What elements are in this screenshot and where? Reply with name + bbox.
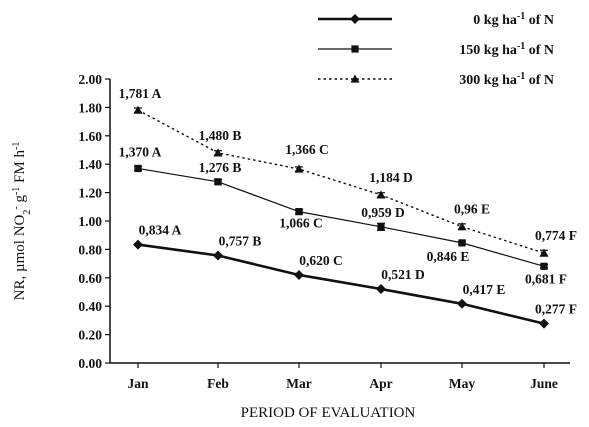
series-line xyxy=(137,109,545,254)
data-label: 1,184 D xyxy=(369,170,413,185)
legend-label: 150 kg ha-1 of N xyxy=(459,41,554,59)
data-point xyxy=(133,105,143,114)
data-label: 1,276 B xyxy=(199,160,242,175)
data-label: 0,834 A xyxy=(139,223,182,238)
x-tick-label: Feb xyxy=(207,376,229,391)
data-label: 0,277 F xyxy=(535,302,577,317)
legend-item-1: 0 kg ha-1 of N xyxy=(318,11,554,29)
data-label: 1,366 C xyxy=(285,142,329,157)
data-point xyxy=(213,250,223,261)
series-2 xyxy=(134,164,548,270)
legend-item-3: 300 kg ha-1 of N xyxy=(318,71,554,89)
data-point xyxy=(376,190,386,199)
series-line xyxy=(137,243,545,325)
data-label: 0,959 D xyxy=(361,205,405,220)
legend-label: 300 kg ha-1 of N xyxy=(459,71,554,89)
y-axis-title: NR, µmol NO2- g-1 FM h-1 xyxy=(11,142,33,301)
legend: 0 kg ha-1 of N 150 kg ha-1 of N 300 kg ha-… xyxy=(318,11,554,89)
data-label: 0,774 F xyxy=(535,228,577,243)
x-tick-label: June xyxy=(530,376,558,391)
data-point xyxy=(457,222,467,231)
data-point xyxy=(133,239,143,250)
data-point xyxy=(134,164,142,173)
legend-item-2: 150 kg ha-1 of N xyxy=(318,41,554,59)
data-label: 0,846 E xyxy=(427,249,470,264)
y-tick-label: 2.00 xyxy=(78,72,102,87)
data-label: 1,370 A xyxy=(119,144,162,159)
data-point xyxy=(294,164,304,173)
y-tick-label: 0.60 xyxy=(78,271,102,286)
data-point xyxy=(376,284,386,295)
y-tick-label: 1.80 xyxy=(78,100,102,115)
data-label: 1,781 A xyxy=(119,86,162,101)
y-tick-label: 0.80 xyxy=(78,242,102,257)
legend-label: 0 kg ha-1 of N xyxy=(473,11,554,29)
x-tick-label: Mar xyxy=(286,376,311,391)
data-label: 1,066 C xyxy=(279,216,323,231)
data-point xyxy=(539,318,549,329)
data-point xyxy=(458,239,466,247)
axes: 0.00 0.20 0.40 0.60 0.80 1.00 1.20 1.40 1.60 1.80… xyxy=(78,72,570,391)
data-point xyxy=(377,223,385,231)
x-tick-label: May xyxy=(449,376,475,391)
legend-marker xyxy=(351,45,359,53)
series-layer xyxy=(133,105,549,329)
series-line xyxy=(137,167,545,267)
data-labels: 0,834 A 0,757 B 0,620 C 0,521 D 0,417 E 0,277… xyxy=(119,86,577,317)
y-tick-label: 1.00 xyxy=(78,214,102,229)
data-label: 0,757 B xyxy=(219,234,262,249)
data-label: 0,681 F xyxy=(525,271,567,286)
data-label: 0,417 E xyxy=(463,282,506,297)
data-point xyxy=(539,248,549,257)
data-point xyxy=(213,148,223,157)
y-tick-label: 0.40 xyxy=(78,299,102,314)
data-label: 1,480 B xyxy=(199,128,242,143)
y-tick-label: 1.20 xyxy=(78,186,102,201)
series-3 xyxy=(133,105,549,257)
x-tick-label: Apr xyxy=(369,376,392,391)
data-point xyxy=(457,298,467,309)
x-tick-label: Jan xyxy=(127,376,149,391)
data-point xyxy=(295,208,303,216)
series-1 xyxy=(133,239,549,329)
data-point xyxy=(540,262,548,270)
y-tick-label: 1.60 xyxy=(78,129,102,144)
legend-marker xyxy=(350,74,360,83)
data-label: 0,521 D xyxy=(381,267,425,282)
y-tick-label: 0.00 xyxy=(78,356,102,371)
data-point xyxy=(214,178,222,186)
data-label: 0,620 C xyxy=(299,253,343,268)
legend-marker xyxy=(350,14,360,24)
data-point xyxy=(294,269,304,280)
y-tick-label: 1.40 xyxy=(78,157,102,172)
y-tick-label: 0.20 xyxy=(78,328,102,343)
x-axis-title: PERIOD OF EVALUATION xyxy=(241,405,416,421)
data-label: 0,96 E xyxy=(454,202,490,217)
